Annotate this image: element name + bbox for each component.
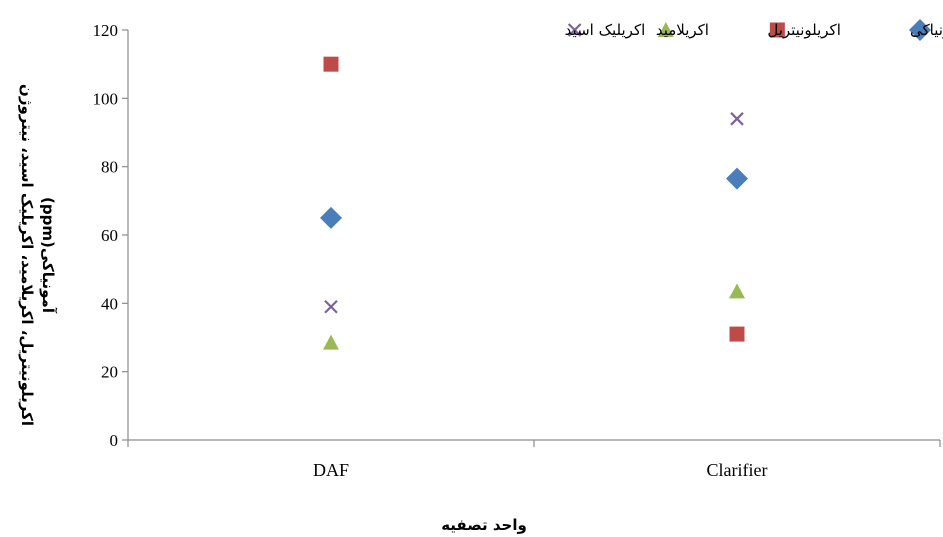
y-tick-label: 100 [93,89,119,108]
data-point [323,334,339,350]
y-tick-label: 40 [101,294,118,313]
x-category-label: Clarifier [707,460,768,480]
legend-label: نیتروژن آمونیاکی [910,21,943,39]
y-axis-title-line-2: آمونیاکی(ppm) [39,197,57,314]
legend-label: اکریلامید [656,21,709,39]
x-axis: DAF Clarifier [127,439,941,480]
data-points [320,56,748,350]
y-tick-label: 120 [93,21,119,40]
data-point [320,206,342,229]
legend: نیتروژن آمونیاکی اکریلونیتریل اکریلامید اکر… [565,19,943,41]
y-axis-title: اکریلونیتریل، اکریلامید، اکریلیک اسید، ن… [18,84,57,426]
legend-label: اکریلیک اسید [565,21,646,39]
data-point [323,56,339,72]
data-point [324,299,338,314]
legend-marker [909,19,931,41]
legend-marker [769,22,785,38]
y-tick-label: 0 [110,431,119,450]
legend-label: اکریلونیتریل [767,21,841,39]
data-point [729,283,745,299]
y-tick-label: 80 [101,158,118,177]
data-point [729,326,745,342]
legend-marker [567,23,582,37]
data-point [730,112,744,126]
y-axis-title-line-1: اکریلونیتریل، اکریلامید، اکریلیک اسید، ن… [18,84,36,426]
y-tick-label: 60 [101,226,118,245]
y-tick-label: 20 [101,363,118,382]
y-axis: 0 20 40 60 80 100 120 [93,21,129,450]
data-point [726,167,748,190]
x-axis-title: واحد تصفیه [441,516,527,534]
legend-marker [657,22,674,37]
x-category-label: DAF [313,460,349,480]
